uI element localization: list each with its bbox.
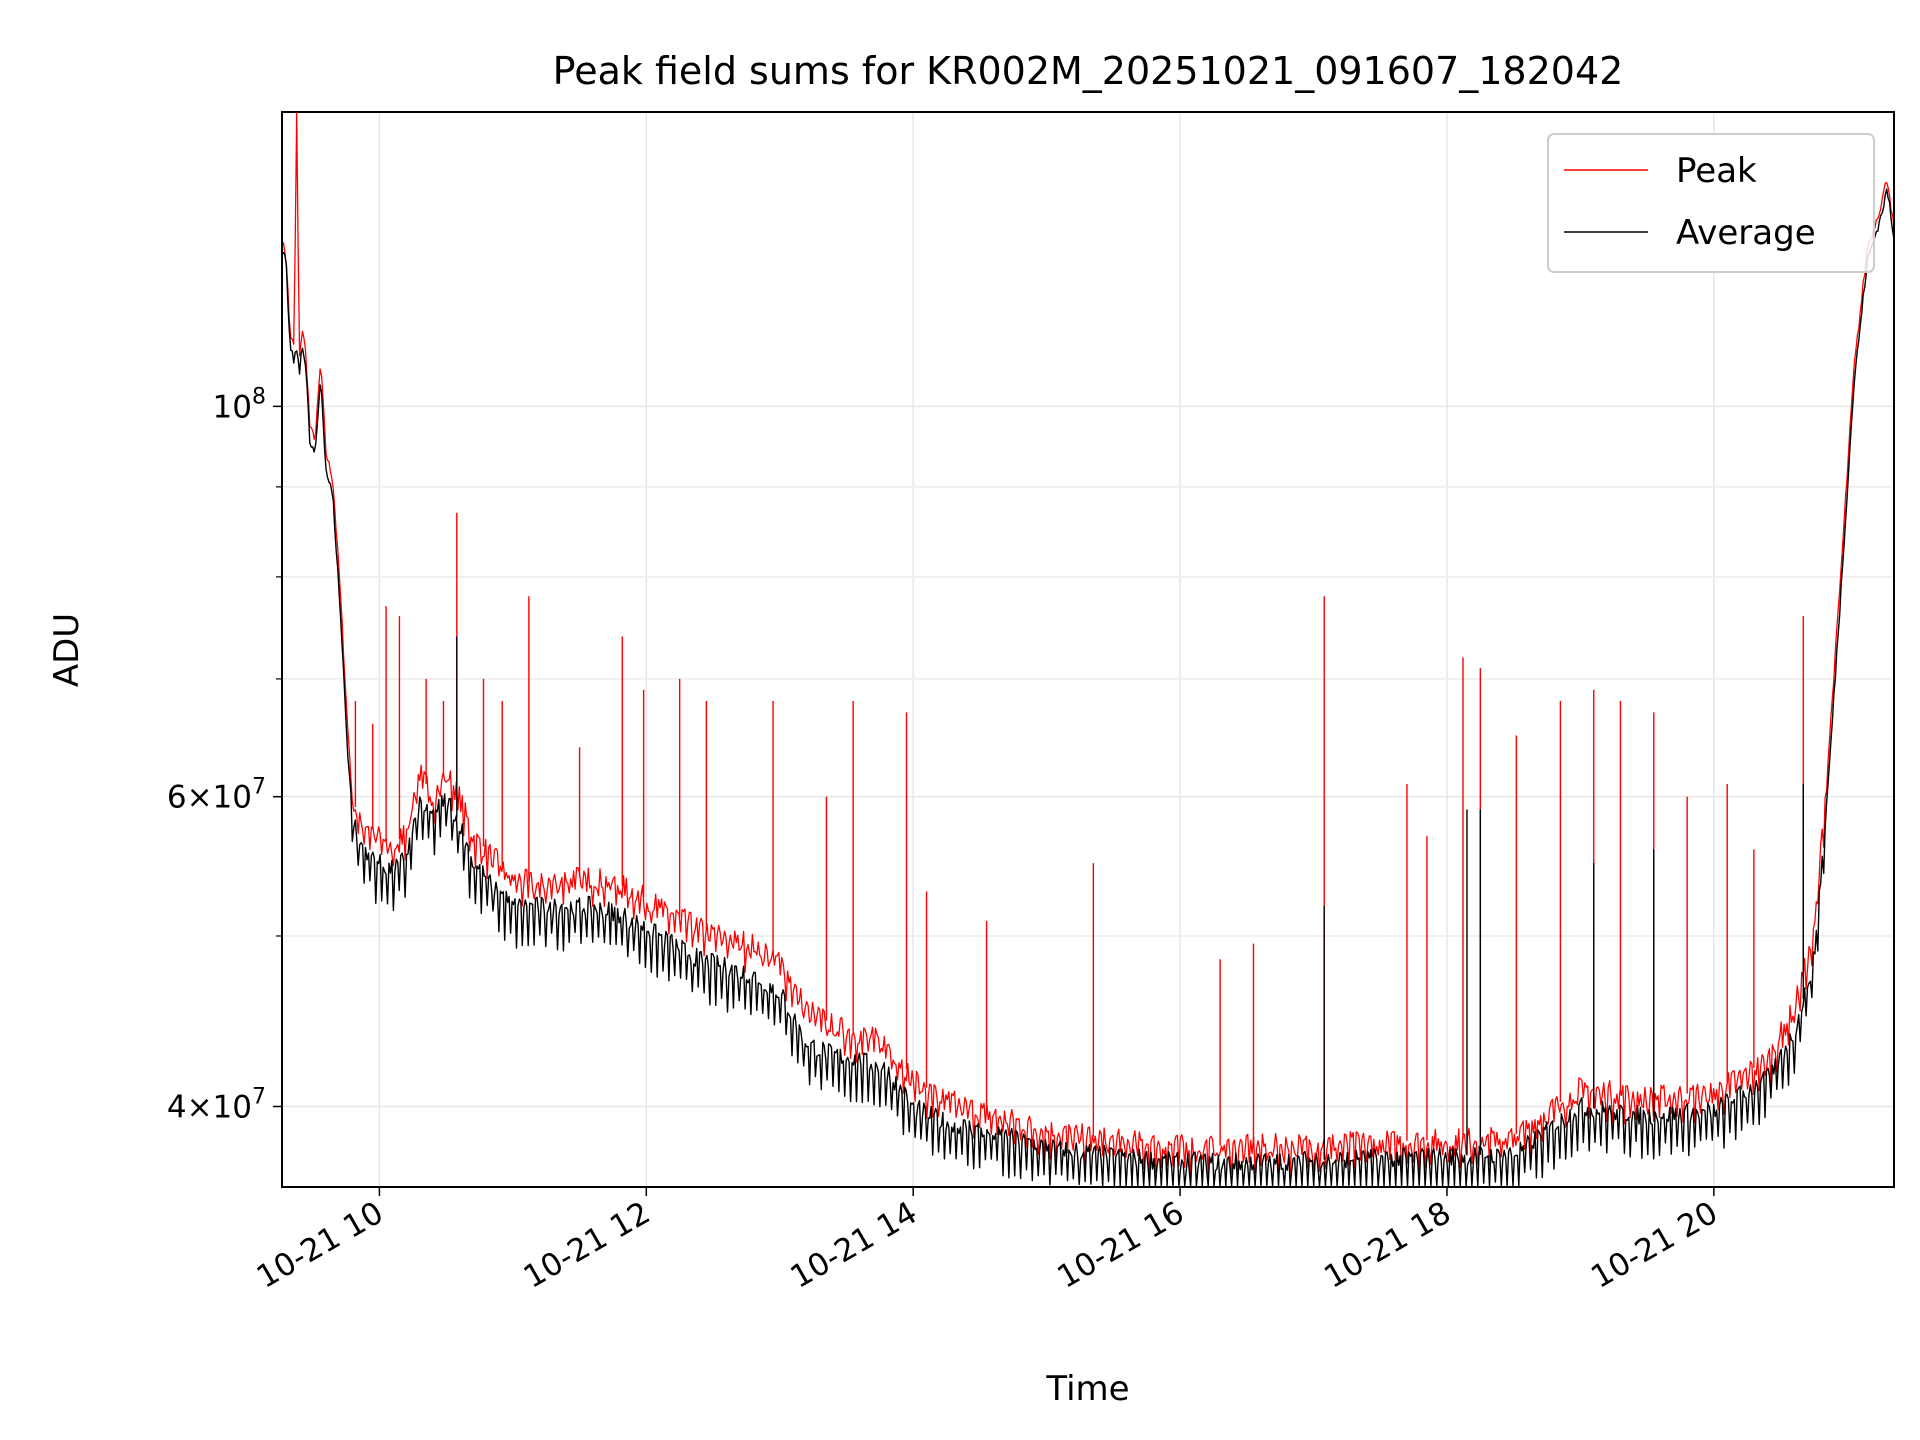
legend-label-average: Average bbox=[1676, 213, 1816, 253]
chart-title: Peak field sums for KR002M_20251021_0916… bbox=[553, 49, 1624, 93]
plot-frame bbox=[281, 111, 1895, 1188]
series-line-average bbox=[281, 188, 1895, 1187]
y-tick-label: 4×107 bbox=[167, 1084, 266, 1125]
legend-label-peak: Peak bbox=[1676, 151, 1757, 191]
plot-data bbox=[281, 112, 1895, 1187]
y-axis-label: ADU bbox=[47, 613, 87, 687]
series-line-peak bbox=[281, 112, 1895, 1177]
y-tick-label: 108 bbox=[213, 384, 266, 425]
y-tick-label: 6×107 bbox=[167, 775, 266, 816]
legend: Peak Average bbox=[1547, 133, 1875, 273]
x-axis-label: Time bbox=[1045, 1369, 1129, 1409]
legend-box bbox=[1547, 133, 1875, 273]
